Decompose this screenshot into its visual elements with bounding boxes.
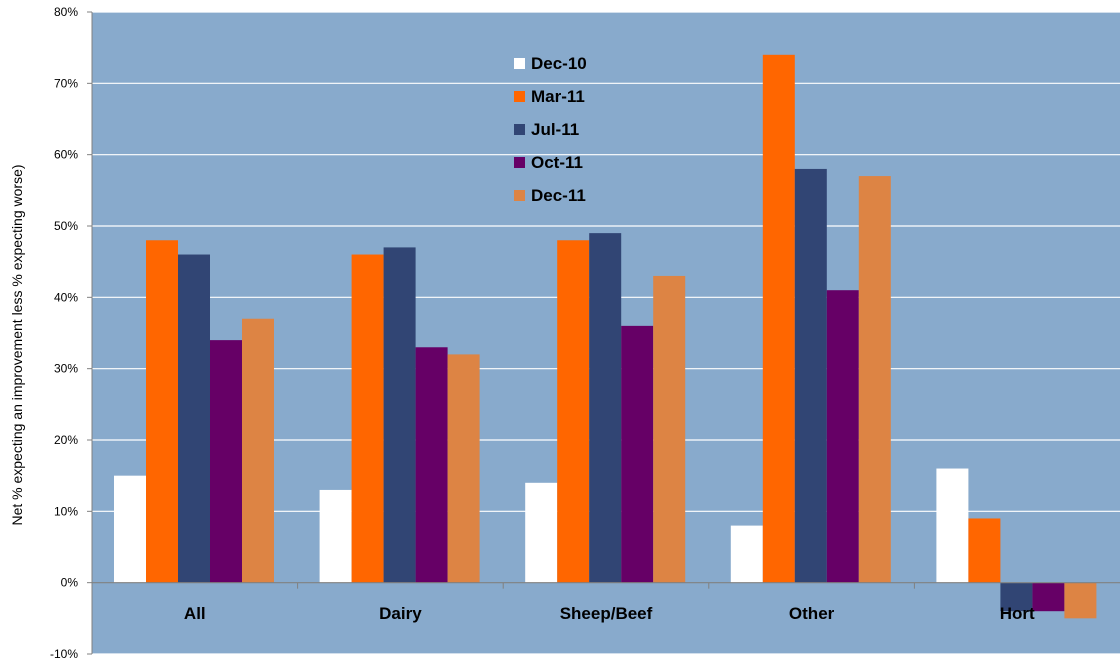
category-labels: All Dairy Sheep/Beef Other Hort <box>184 604 1035 623</box>
axes-layer <box>87 11 1120 655</box>
legend-label: Dec-10 <box>531 54 587 73</box>
category-label: Dairy <box>379 604 422 623</box>
bar-dec-10-all <box>114 475 146 583</box>
y-tick-label: 60% <box>54 148 78 162</box>
bar-oct-11-sheep-beef <box>621 325 654 583</box>
category-label: All <box>184 604 206 623</box>
legend-swatch <box>514 58 525 69</box>
bar-dec-11-hort <box>1064 582 1097 619</box>
y-tick-label: 0% <box>61 576 79 590</box>
legend-label: Mar-11 <box>531 87 585 106</box>
bar-jul-11-hort <box>1000 582 1033 612</box>
bars-layer <box>114 54 1097 619</box>
legend-swatch <box>514 157 525 168</box>
bar-jul-11-sheep-beef <box>589 233 622 583</box>
bar-mar-11-all <box>146 240 178 583</box>
bar-dec-11-sheep-beef <box>653 275 686 583</box>
y-tick-labels: -10% 0% 10% 20% 30% 40% 50% 60% 70% 80% <box>50 5 78 661</box>
bar-dec-11-dairy <box>447 354 480 583</box>
y-tick-label: 50% <box>54 219 78 233</box>
y-tick-label: 40% <box>54 290 78 304</box>
bar-jul-11-other <box>794 168 827 583</box>
bar-mar-11-dairy <box>351 254 384 583</box>
legend-label: Oct-11 <box>531 153 583 172</box>
y-tick-label: 10% <box>54 504 78 518</box>
bar-jul-11-dairy <box>383 247 416 583</box>
legend: Dec-10 Mar-11 Jul-11 Oct-11 Dec-11 <box>514 54 587 205</box>
legend-label: Dec-11 <box>531 186 586 205</box>
bar-oct-11-all <box>210 340 242 583</box>
legend-swatch <box>514 124 525 135</box>
y-tick-label: 80% <box>54 5 78 19</box>
bar-dec-10-hort <box>936 468 969 583</box>
bar-jul-11-all <box>178 254 210 583</box>
legend-swatch <box>514 190 525 201</box>
bar-dec-10-dairy <box>319 489 352 583</box>
legend-swatch <box>514 91 525 102</box>
bar-dec-11-other <box>858 176 891 583</box>
bar-oct-11-hort <box>1032 582 1065 612</box>
bar-mar-11-hort <box>968 518 1001 583</box>
bar-oct-11-dairy <box>415 347 448 583</box>
bar-mar-11-other <box>762 54 795 583</box>
bar-dec-11-all <box>242 318 274 583</box>
legend-label: Jul-11 <box>531 120 579 139</box>
category-label: Hort <box>1000 604 1035 623</box>
category-label: Other <box>789 604 835 623</box>
bar-dec-10-sheep-beef <box>525 482 558 583</box>
y-tick-label: -10% <box>50 647 78 661</box>
bar-mar-11-sheep-beef <box>557 240 590 583</box>
y-tick-label: 30% <box>54 362 78 376</box>
category-label: Sheep/Beef <box>560 604 653 623</box>
y-axis-title: Net % expecting an improvement less % ex… <box>9 164 25 525</box>
bar-oct-11-other <box>826 290 859 583</box>
bar-dec-10-other <box>730 525 763 583</box>
y-tick-label: 70% <box>54 76 78 90</box>
y-tick-label: 20% <box>54 433 78 447</box>
